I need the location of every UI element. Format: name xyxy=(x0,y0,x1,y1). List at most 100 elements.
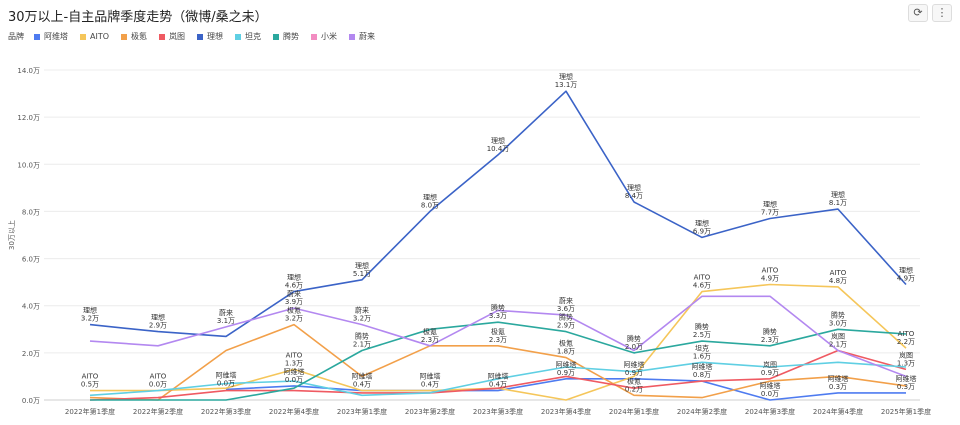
legend-item[interactable]: 小米 xyxy=(311,31,337,42)
data-label-name: 极氪 xyxy=(423,327,437,336)
legend-label: 坦克 xyxy=(245,32,262,41)
legend-item[interactable]: AITO xyxy=(80,31,109,42)
y-tick-label: 2.0万 xyxy=(22,350,40,358)
legend-swatch xyxy=(235,33,242,40)
data-label-value: 3.6万 xyxy=(557,305,575,313)
data-label-value: 8.1万 xyxy=(829,199,847,207)
y-tick-label: 10.0万 xyxy=(17,161,40,169)
legend-item[interactable]: 极氪 xyxy=(121,31,147,42)
data-label-value: 5.1万 xyxy=(353,270,371,278)
data-label-value: 4.9万 xyxy=(897,275,915,283)
series-line-蔚来 xyxy=(89,295,907,378)
series-line-腾势 xyxy=(90,321,907,401)
legend-label: 蔚来 xyxy=(359,32,376,41)
data-label-value: 7.7万 xyxy=(761,209,779,217)
data-label-value: 0.4万 xyxy=(353,381,371,389)
legend-label: 阿维塔 xyxy=(44,32,68,41)
data-label-name: 蔚来 xyxy=(355,306,369,315)
legend-swatch xyxy=(159,33,166,40)
legend-item[interactable]: 腾势 xyxy=(273,31,299,42)
x-tick-label: 2022年第2季度 xyxy=(133,407,183,416)
data-label-value: 1.8万 xyxy=(557,348,575,356)
data-label-name: 腾势 xyxy=(695,322,709,331)
legend-swatch xyxy=(311,33,318,40)
legend-item[interactable]: 阿维塔 xyxy=(34,31,68,42)
data-label-name: 理想 xyxy=(83,306,97,315)
data-label-name: 极氪 xyxy=(287,306,301,315)
legend-swatch xyxy=(273,33,280,40)
series-line-理想 xyxy=(89,90,907,338)
data-label-value: 2.9万 xyxy=(557,322,575,330)
data-label-name: AITO xyxy=(694,274,711,282)
data-label-value: 3.2万 xyxy=(353,315,371,323)
data-label-name: 阿维塔 xyxy=(556,360,577,369)
data-label-name: 理想 xyxy=(763,200,777,209)
data-label-name: 阿维塔 xyxy=(760,381,781,390)
x-tick-label: 2022年第3季度 xyxy=(201,407,251,416)
legend-label: 小米 xyxy=(321,32,338,41)
data-label-value: 3.2万 xyxy=(285,315,303,323)
y-tick-label: 8.0万 xyxy=(22,208,40,216)
legend-swatch xyxy=(121,33,128,40)
data-label-value: 0.9万 xyxy=(557,369,575,377)
data-label-value: 4.8万 xyxy=(829,277,847,285)
data-label-value: 0.4万 xyxy=(421,381,439,389)
y-tick-label: 14.0万 xyxy=(17,67,40,75)
data-label-value: 6.9万 xyxy=(693,227,711,235)
data-label-name: 理想 xyxy=(899,266,913,275)
data-label-name: 理想 xyxy=(151,313,165,322)
data-label-value: 1.3万 xyxy=(285,359,303,367)
legend-item[interactable]: 坦克 xyxy=(235,31,261,42)
legend-item[interactable]: 蔚来 xyxy=(349,31,375,42)
legend-swatch xyxy=(80,33,86,40)
data-label-value: 3.2万 xyxy=(81,315,99,323)
data-label-value: 2.2万 xyxy=(897,338,915,346)
y-tick-label: 6.0万 xyxy=(22,256,40,264)
data-label-name: 腾势 xyxy=(355,332,369,341)
x-tick-label: 2022年第4季度 xyxy=(269,407,319,416)
data-label-name: 腾势 xyxy=(627,334,641,343)
data-label-value: 2.9万 xyxy=(149,322,167,330)
data-label-value: 0.3万 xyxy=(829,383,847,391)
data-label-value: 0.9万 xyxy=(625,369,643,377)
legend-item[interactable]: 理想 xyxy=(197,31,223,42)
data-label-value: 0.0万 xyxy=(217,379,235,387)
data-label-name: 极氪 xyxy=(559,339,573,348)
data-label-value: 1.3万 xyxy=(897,359,915,367)
data-label-value: 2.3万 xyxy=(761,336,779,344)
data-label-value: 4.6万 xyxy=(693,282,711,290)
data-label-name: 理想 xyxy=(287,273,301,282)
data-label-name: AITO xyxy=(286,351,303,359)
x-tick-label: 2023年第4季度 xyxy=(541,407,591,416)
refresh-icon[interactable]: ⟳ xyxy=(908,4,928,22)
data-label-value: 3.0万 xyxy=(829,319,847,327)
data-label-name: AITO xyxy=(150,373,167,381)
data-label-name: 理想 xyxy=(831,190,845,199)
x-tick-label: 2023年第2季度 xyxy=(405,407,455,416)
legend-label: 岚图 xyxy=(169,32,186,41)
chart-toolbar: ⟳ ⋮ xyxy=(908,4,952,22)
data-label-name: AITO xyxy=(898,330,915,338)
data-label-value: 0.0万 xyxy=(285,376,303,384)
data-label-name: 坦克 xyxy=(695,343,709,352)
legend-label: 腾势 xyxy=(283,32,300,41)
data-label-value: 0.8万 xyxy=(693,371,711,379)
chart-title: 30万以上-自主品牌季度走势（微博/桑之未） xyxy=(8,10,268,25)
data-label-name: 阿维塔 xyxy=(828,374,849,383)
data-label-value: 10.4万 xyxy=(487,145,510,153)
data-label-value: 0.5万 xyxy=(81,381,99,389)
legend-label: 极氪 xyxy=(131,32,148,41)
x-tick-label: 2022年第1季度 xyxy=(65,407,115,416)
legend-item[interactable]: 岚图 xyxy=(159,31,185,42)
series-line-坦克 xyxy=(89,361,907,397)
legend-title: 品牌 xyxy=(8,32,24,41)
data-label-value: 0.9万 xyxy=(761,369,779,377)
data-label-name: 阿维塔 xyxy=(284,367,305,376)
series-line-阿维塔 xyxy=(225,377,906,401)
data-label-name: 理想 xyxy=(423,192,437,201)
data-label-name: 岚图 xyxy=(763,361,777,369)
more-vertical-icon[interactable]: ⋮ xyxy=(932,4,952,22)
data-label-name: 阿维塔 xyxy=(488,372,509,381)
data-label-value: 0.0万 xyxy=(149,381,167,389)
legend-swatch xyxy=(34,33,40,40)
